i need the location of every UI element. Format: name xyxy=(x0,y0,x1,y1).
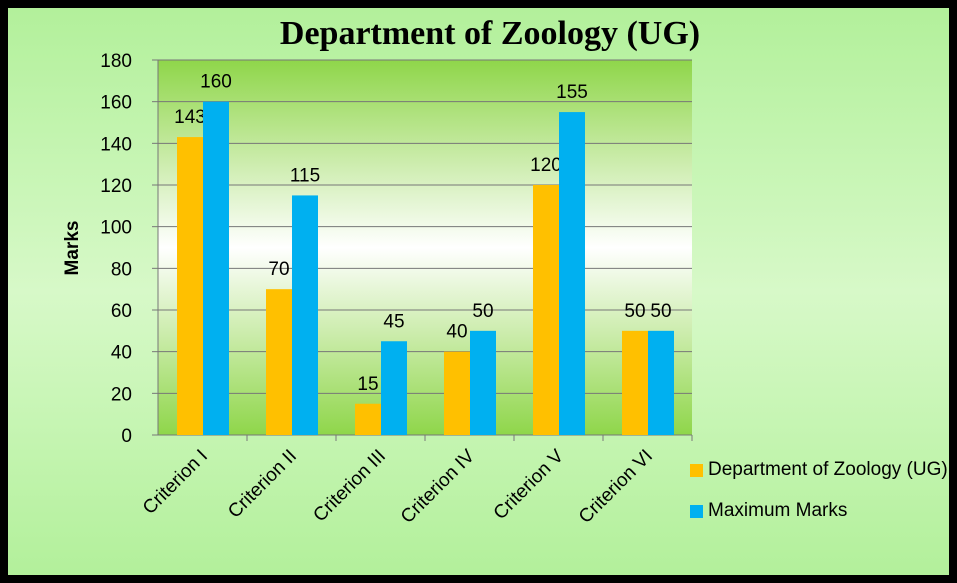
y-tick-label: 120 xyxy=(100,176,132,197)
y-tick-label: 100 xyxy=(100,218,132,239)
bar xyxy=(470,330,496,435)
bar xyxy=(648,330,674,435)
bar xyxy=(266,289,292,435)
y-tick-label: 160 xyxy=(100,93,132,114)
legend-label: Maximum Marks xyxy=(708,500,848,521)
legend: Department of Zoology (UG) Maximum Marks xyxy=(688,455,953,525)
bar xyxy=(177,137,203,436)
legend-entry: Maximum Marks xyxy=(688,496,953,525)
y-tick-label: 60 xyxy=(111,301,132,322)
bar xyxy=(444,351,470,435)
legend-swatch xyxy=(690,464,703,477)
data-label: 155 xyxy=(556,82,588,103)
bar xyxy=(203,101,229,436)
data-label: 115 xyxy=(290,165,320,186)
y-axis-label: Marks xyxy=(62,221,83,276)
data-label: 120 xyxy=(530,155,562,176)
bar xyxy=(355,403,381,435)
data-label: 50 xyxy=(624,301,645,322)
y-tick-label: 180 xyxy=(100,51,132,72)
data-label: 50 xyxy=(650,301,671,322)
y-tick-label: 80 xyxy=(111,259,132,280)
bar xyxy=(292,195,318,435)
bar xyxy=(559,112,585,435)
bar xyxy=(622,330,648,435)
legend-label: Department of Zoology (UG) xyxy=(708,459,948,480)
data-label: 45 xyxy=(383,311,404,332)
legend-swatch xyxy=(690,505,703,518)
y-tick-label: 20 xyxy=(111,384,132,405)
chart-title: Department of Zoology (UG) xyxy=(280,15,700,52)
data-label: 143 xyxy=(174,107,206,128)
data-label: 70 xyxy=(268,259,289,280)
plot-area xyxy=(158,60,692,435)
y-tick-label: 40 xyxy=(111,343,132,364)
data-label: 160 xyxy=(200,72,232,93)
data-label: 40 xyxy=(446,322,467,343)
y-tick-label: 140 xyxy=(100,134,132,155)
data-label: 15 xyxy=(357,374,378,395)
data-label: 50 xyxy=(472,301,493,322)
legend-entry: Department of Zoology (UG) xyxy=(688,455,953,484)
bar xyxy=(533,185,559,435)
bar xyxy=(381,341,407,435)
y-tick-label: 0 xyxy=(121,426,132,447)
